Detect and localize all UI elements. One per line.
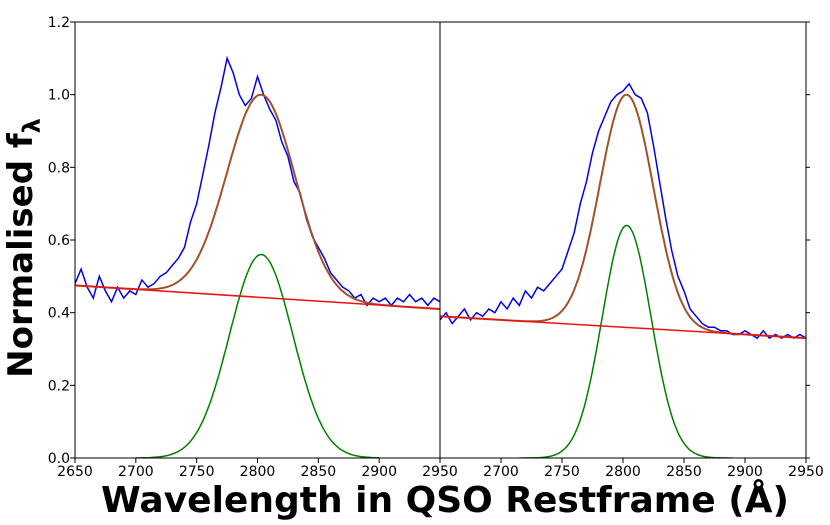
panel-frame: [74, 21, 441, 459]
x-tick-label: 2750: [179, 464, 215, 480]
panel-2: [439, 21, 810, 463]
gaussian-component: [519, 224, 733, 458]
y-tick-label: 0.0: [48, 451, 70, 467]
y-axis: 0.0 0.2 0.4 0.6 0.8 1.0 1.2: [48, 15, 70, 467]
x-tick-label: 2950: [422, 464, 458, 480]
x-tick-label: 2750: [544, 464, 580, 480]
y-axis-title: Normalised fλ: [1, 118, 46, 378]
y-tick-label: 1.0: [48, 88, 70, 104]
x-axis-title: Wavelength in QSO Restframe (Å): [101, 479, 789, 521]
panel-frame: [439, 21, 807, 459]
spectrum-line: [75, 55, 440, 307]
chart-panels: [70, 21, 810, 463]
continuum-line: [440, 315, 806, 339]
x-tick-label: 2800: [240, 464, 276, 480]
x-tick-label: 2700: [118, 464, 154, 480]
x-tick-label: 2900: [727, 464, 763, 480]
x-tick-label: 2950: [788, 464, 824, 480]
gaussian-component: [135, 253, 380, 458]
y-tick-label: 0.6: [48, 233, 70, 249]
total-fit-line: [75, 93, 440, 310]
x-tick-label: 2900: [361, 464, 397, 480]
x-tick-label: 2700: [483, 464, 519, 480]
x-axis: 2650 2700 2750 2800 2850 2900 2950 2700 2750 2800…: [57, 464, 824, 480]
y-tick-label: 1.2: [48, 15, 70, 31]
plot-area: [75, 55, 440, 458]
plot-area: [440, 82, 806, 458]
y-tick-label: 0.4: [48, 306, 70, 322]
x-tick-label: 2850: [301, 464, 337, 480]
x-tick-label: 2650: [57, 464, 93, 480]
spectrum-line: [440, 82, 806, 340]
y-tick-label: 0.2: [48, 378, 70, 394]
continuum-line: [75, 284, 440, 310]
x-tick-label: 2800: [605, 464, 641, 480]
y-tick-label: 0.8: [48, 160, 70, 176]
x-tick-label: 2850: [666, 464, 702, 480]
total-fit-line: [440, 93, 806, 340]
y-axis-title-main: Normalised f: [1, 132, 41, 378]
panel-1: [70, 21, 441, 463]
y-axis-title-subscript: λ: [18, 118, 46, 133]
